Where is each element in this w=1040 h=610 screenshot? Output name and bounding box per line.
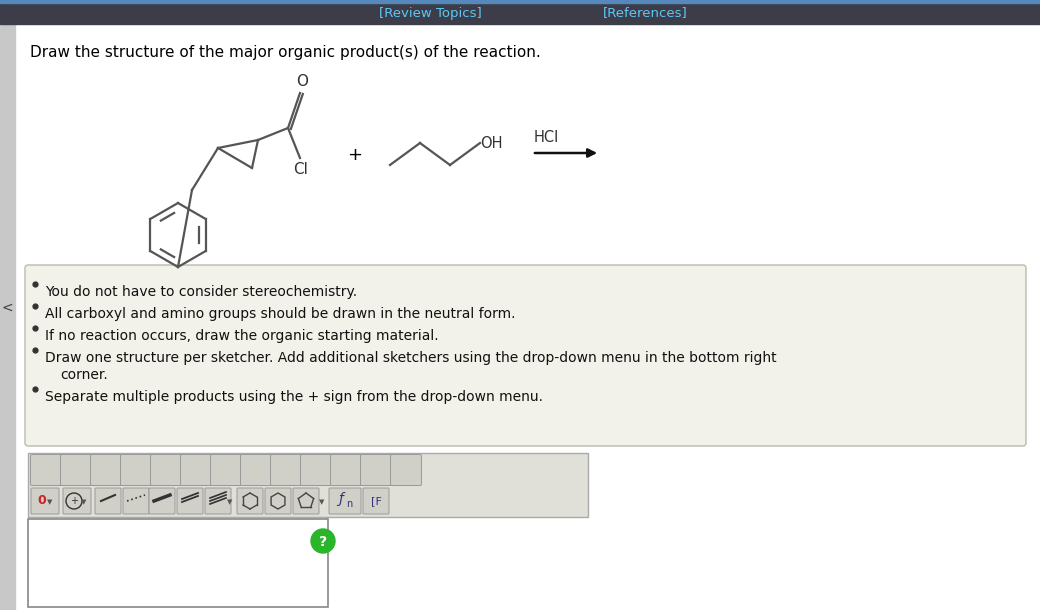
- Text: +: +: [70, 496, 78, 506]
- FancyBboxPatch shape: [361, 454, 391, 486]
- FancyBboxPatch shape: [31, 488, 59, 514]
- Bar: [28, 453, 588, 517]
- Text: Draw one structure per sketcher. Add additional sketchers using the drop-down me: Draw one structure per sketcher. Add add…: [45, 351, 777, 365]
- Text: n: n: [346, 499, 353, 509]
- FancyBboxPatch shape: [95, 488, 121, 514]
- FancyBboxPatch shape: [210, 454, 241, 486]
- Text: Draw the structure of the major organic product(s) of the reaction.: Draw the structure of the major organic …: [30, 45, 541, 60]
- FancyBboxPatch shape: [390, 454, 421, 486]
- FancyBboxPatch shape: [149, 488, 175, 514]
- Text: OH: OH: [480, 135, 502, 151]
- FancyBboxPatch shape: [63, 488, 92, 514]
- Text: O: O: [296, 74, 308, 90]
- Text: ▼: ▼: [319, 499, 324, 505]
- Text: Cl: Cl: [293, 162, 309, 176]
- Text: All carboxyl and amino groups should be drawn in the neutral form.: All carboxyl and amino groups should be …: [45, 307, 516, 321]
- Text: ▼: ▼: [47, 499, 53, 505]
- Text: [Review Topics]: [Review Topics]: [379, 7, 482, 20]
- FancyBboxPatch shape: [25, 265, 1026, 446]
- Text: <: <: [1, 301, 12, 315]
- FancyBboxPatch shape: [60, 454, 92, 486]
- FancyBboxPatch shape: [265, 488, 291, 514]
- Text: [F: [F: [370, 496, 382, 506]
- FancyBboxPatch shape: [30, 454, 61, 486]
- FancyBboxPatch shape: [121, 454, 152, 486]
- FancyBboxPatch shape: [237, 488, 263, 514]
- Text: ▼: ▼: [228, 499, 233, 505]
- Text: ƒ: ƒ: [339, 492, 343, 506]
- FancyBboxPatch shape: [90, 454, 122, 486]
- FancyBboxPatch shape: [205, 488, 231, 514]
- Text: If no reaction occurs, draw the organic starting material.: If no reaction occurs, draw the organic …: [45, 329, 439, 343]
- FancyBboxPatch shape: [270, 454, 302, 486]
- Text: 0: 0: [37, 495, 47, 508]
- Circle shape: [311, 529, 335, 553]
- FancyBboxPatch shape: [331, 454, 362, 486]
- FancyBboxPatch shape: [151, 454, 182, 486]
- FancyBboxPatch shape: [181, 454, 211, 486]
- FancyBboxPatch shape: [293, 488, 319, 514]
- FancyBboxPatch shape: [301, 454, 332, 486]
- Bar: [28, 519, 328, 607]
- Text: Separate multiple products using the + sign from the drop-down menu.: Separate multiple products using the + s…: [45, 390, 543, 404]
- Text: +: +: [347, 146, 363, 164]
- Text: You do not have to consider stereochemistry.: You do not have to consider stereochemis…: [45, 285, 357, 299]
- FancyBboxPatch shape: [240, 454, 271, 486]
- Bar: [0, 0, 1040, 24]
- Text: corner.: corner.: [60, 368, 108, 382]
- Text: ?: ?: [319, 535, 327, 549]
- FancyBboxPatch shape: [329, 488, 361, 514]
- Text: HCl: HCl: [534, 131, 560, 146]
- FancyBboxPatch shape: [123, 488, 149, 514]
- Bar: [0, 0, 1040, 3]
- Text: ▼: ▼: [81, 499, 86, 505]
- Bar: [0, 24, 15, 610]
- Text: [References]: [References]: [602, 7, 687, 20]
- FancyBboxPatch shape: [177, 488, 203, 514]
- FancyBboxPatch shape: [363, 488, 389, 514]
